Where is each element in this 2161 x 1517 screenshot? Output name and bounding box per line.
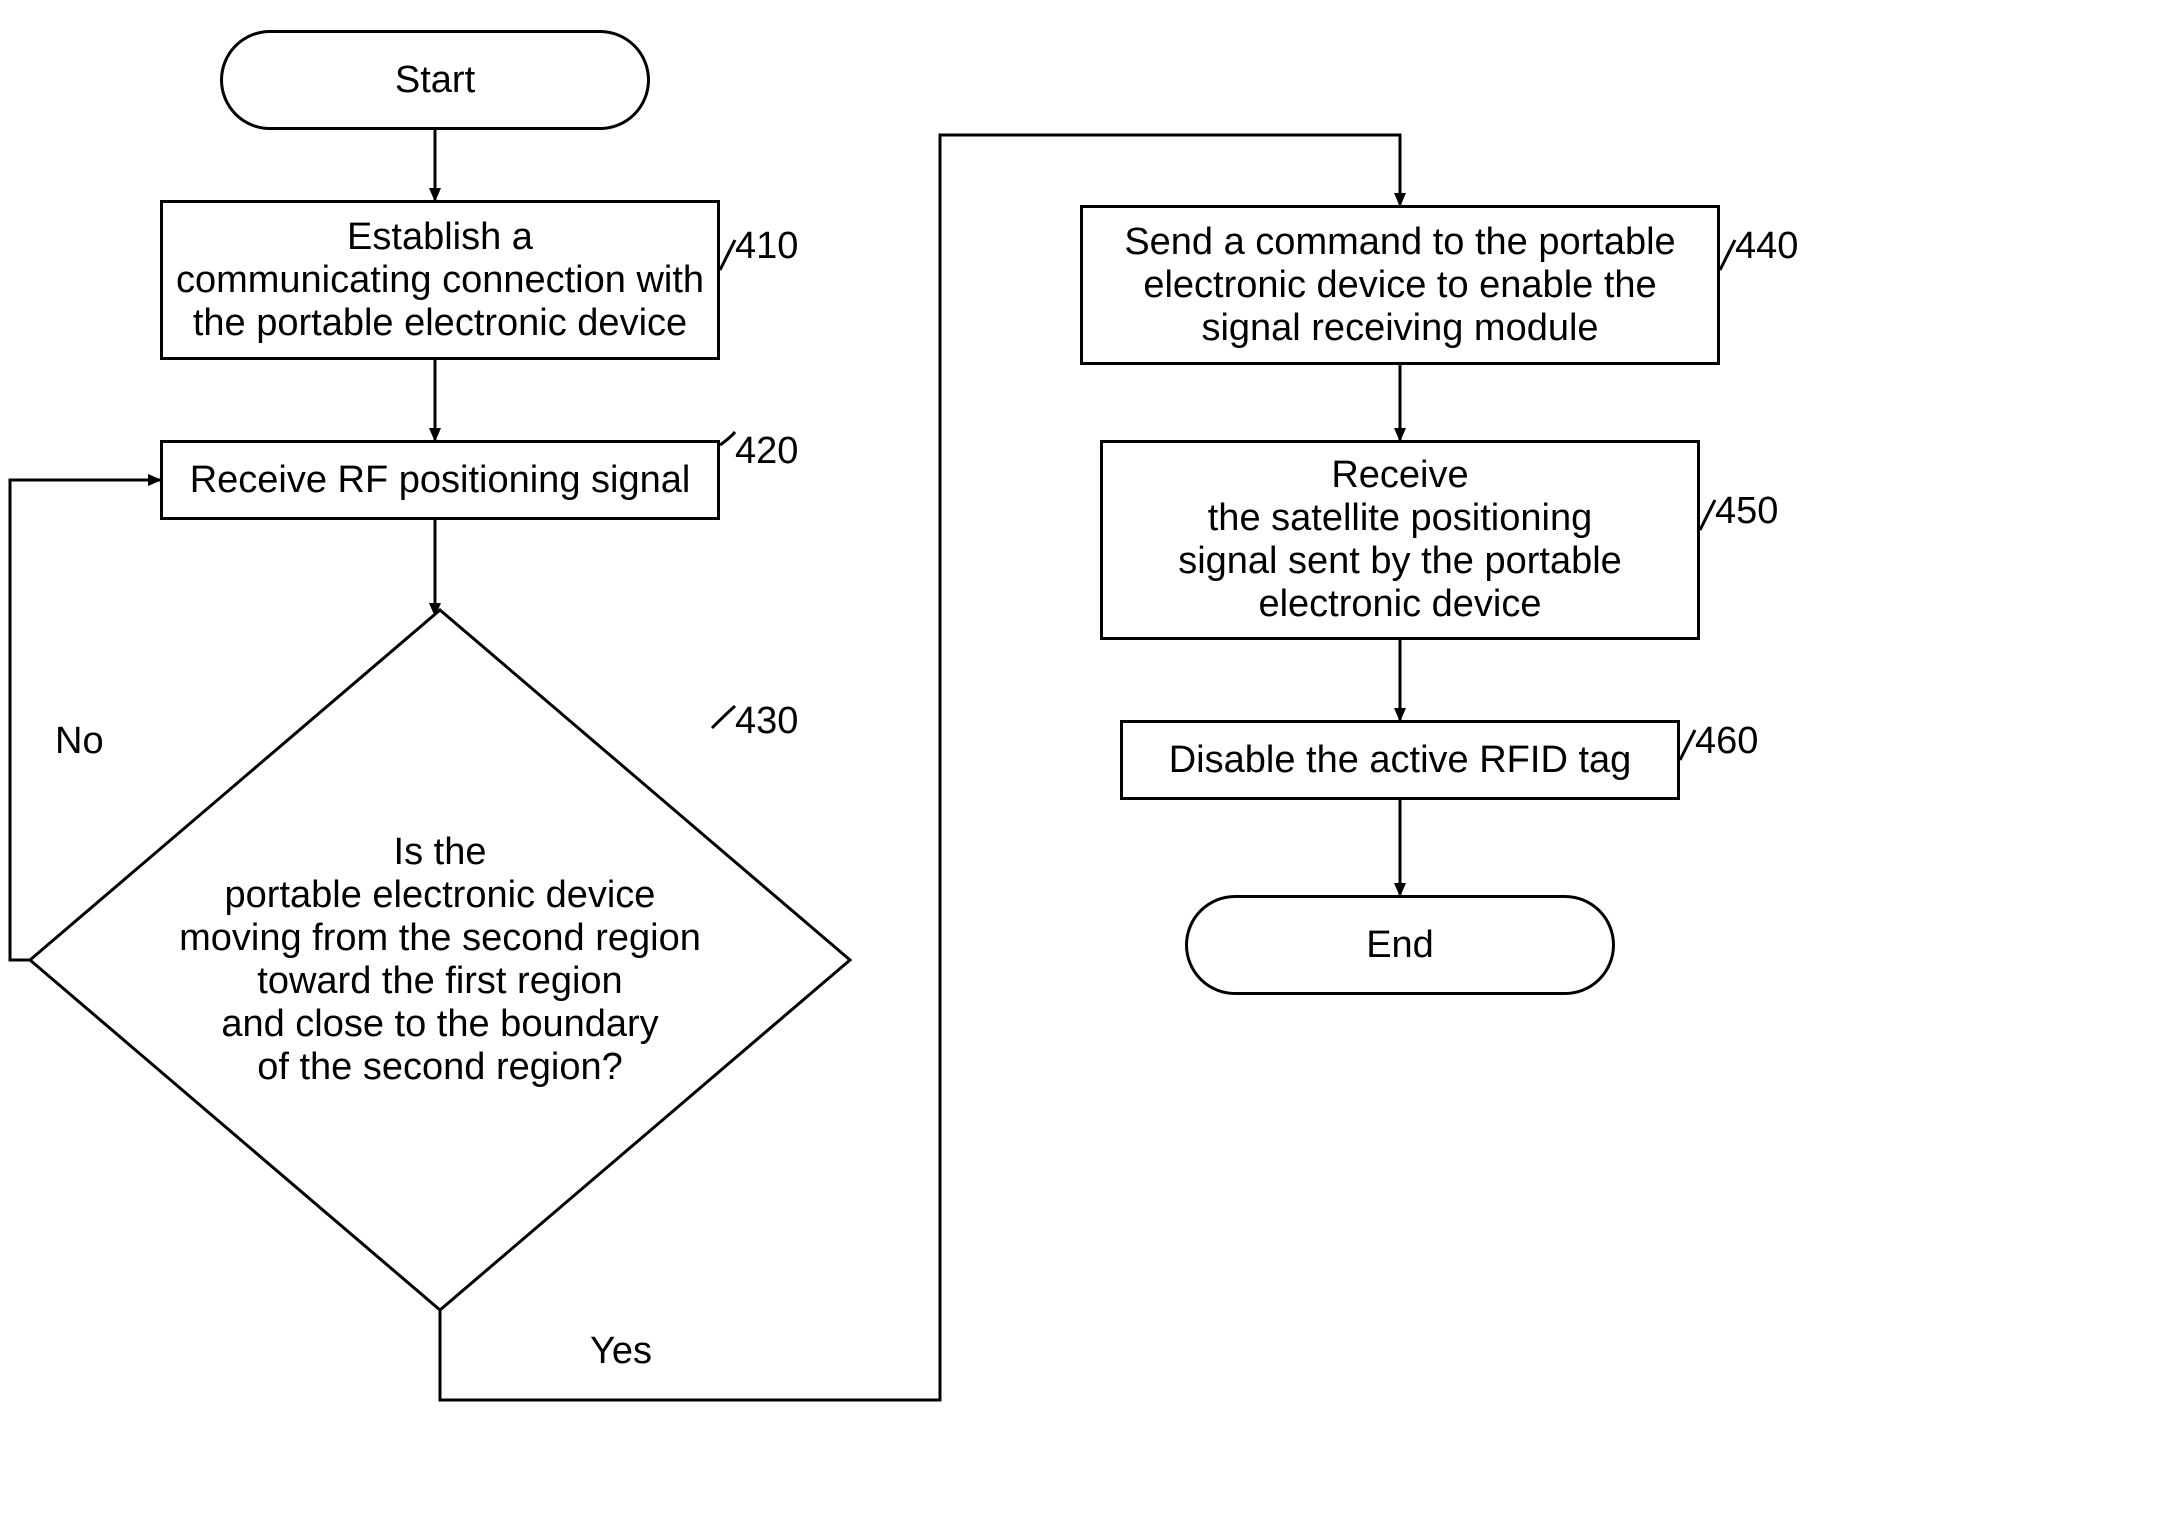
decision-430-text: Is theportable electronic devicemoving f… xyxy=(130,785,750,1135)
ref-440: 440 xyxy=(1735,225,1798,268)
end-label: End xyxy=(1366,924,1434,967)
process-410: Establish acommunicating connection with… xyxy=(160,200,720,360)
decision-430-content: Is theportable electronic devicemoving f… xyxy=(179,831,701,1089)
flowchart-canvas: Start Establish acommunicating connectio… xyxy=(0,0,2161,1517)
process-450: Receivethe satellite positioningsignal s… xyxy=(1100,440,1700,640)
edge-label-yes: Yes xyxy=(590,1330,652,1373)
process-410-text: Establish acommunicating connection with… xyxy=(176,216,704,345)
ref-420: 420 xyxy=(735,430,798,473)
process-440-text: Send a command to the portableelectronic… xyxy=(1124,221,1675,350)
process-420: Receive RF positioning signal xyxy=(160,440,720,520)
process-460-text: Disable the active RFID tag xyxy=(1169,739,1632,782)
end-terminator: End xyxy=(1185,895,1615,995)
ref-450: 450 xyxy=(1715,490,1778,533)
ref-460: 460 xyxy=(1695,720,1758,763)
process-440: Send a command to the portableelectronic… xyxy=(1080,205,1720,365)
ref-430: 430 xyxy=(735,700,798,743)
edge-label-no: No xyxy=(55,720,104,763)
process-460: Disable the active RFID tag xyxy=(1120,720,1680,800)
process-450-text: Receivethe satellite positioningsignal s… xyxy=(1178,454,1622,626)
ref-410: 410 xyxy=(735,225,798,268)
start-terminator: Start xyxy=(220,30,650,130)
process-420-text: Receive RF positioning signal xyxy=(190,459,691,502)
start-label: Start xyxy=(395,59,475,102)
